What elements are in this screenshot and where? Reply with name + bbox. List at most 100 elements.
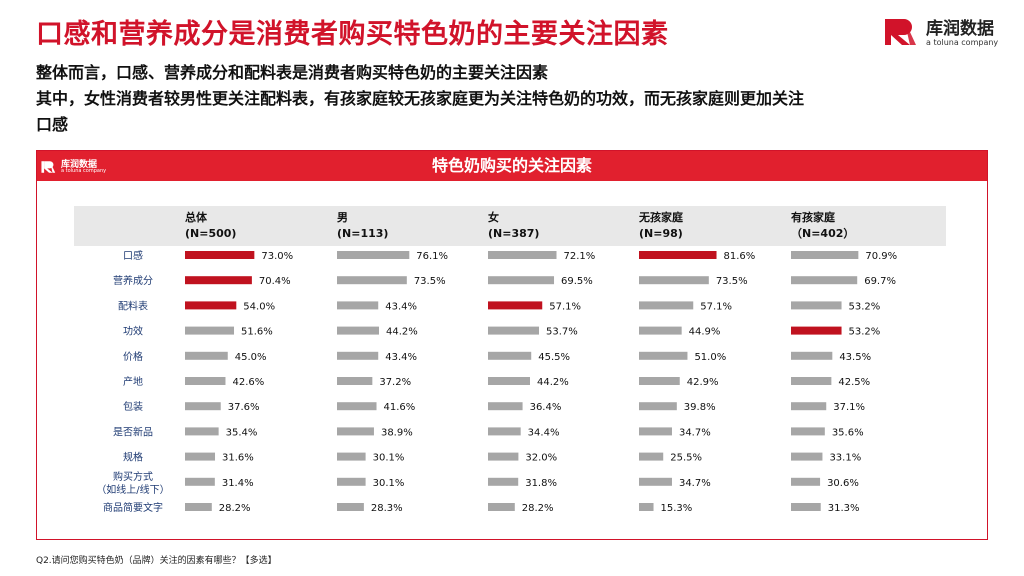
category-label-5: 产地 — [123, 375, 143, 388]
data-label-s4-c1: 69.7% — [864, 276, 896, 287]
panel-logo-tagline: a toluna company — [61, 168, 107, 174]
data-label-s4-c8: 33.1% — [829, 453, 861, 464]
bar-s2-c9 — [488, 477, 519, 486]
data-label-s0-c0: 73.0% — [261, 251, 293, 262]
data-label-s2-c7: 34.4% — [528, 427, 560, 438]
bar-s3-c0 — [639, 251, 717, 259]
data-label-s4-c6: 37.1% — [833, 402, 865, 413]
bar-s4-c10 — [791, 503, 821, 511]
data-label-s3-c10: 15.3% — [661, 503, 693, 514]
bar-s3-c1 — [639, 276, 709, 285]
bar-s0-c6 — [185, 402, 221, 411]
panel-logo-icon — [41, 161, 56, 173]
data-label-s1-c8: 30.1% — [373, 453, 405, 464]
footnote: Q2.请问您购买特色奶（品牌）关注的因素有哪些？【多选】 — [36, 556, 277, 566]
series-n-label-1: (N=113) — [337, 227, 388, 240]
data-label-s1-c9: 30.1% — [373, 478, 405, 489]
bar-s0-c8 — [185, 452, 216, 461]
bar-s1-c3 — [337, 326, 379, 335]
bar-s4-c1 — [791, 276, 858, 285]
series-n-label-4: （N=402） — [791, 227, 854, 240]
summary-text: 整体而言，口感、营养成分和配料表是消费者购买特色奶的主要关注因素 其中，女性消费… — [36, 60, 996, 138]
data-label-s0-c4: 45.0% — [235, 352, 267, 363]
series-n-label-0: (N=500) — [185, 227, 236, 240]
bar-s2-c7 — [488, 427, 521, 436]
data-label-s2-c2: 57.1% — [549, 301, 581, 312]
bar-s1-c7 — [337, 427, 374, 436]
bar-s2-c6 — [488, 402, 523, 411]
summary-line-2: 其中，女性消费者较男性更关注配料表，有孩家庭较无孩家庭更为关注特色奶的功效，而无… — [36, 89, 805, 108]
bar-s4-c2 — [791, 301, 842, 310]
bar-s0-c3 — [185, 326, 235, 335]
data-label-s1-c0: 76.1% — [416, 251, 448, 262]
data-label-s2-c10: 28.2% — [522, 503, 554, 514]
data-label-s4-c3: 53.2% — [849, 327, 881, 338]
data-label-s2-c6: 36.4% — [530, 402, 562, 413]
category-label-8: 规格 — [123, 451, 143, 464]
summary-line-3: 口感 — [36, 115, 69, 134]
data-label-s2-c8: 32.0% — [525, 453, 557, 464]
bar-s3-c5 — [639, 377, 680, 385]
bar-s0-c5 — [185, 377, 226, 385]
summary-line-1: 整体而言，口感、营养成分和配料表是消费者购买特色奶的主要关注因素 — [36, 63, 549, 82]
bar-s3-c3 — [639, 326, 682, 335]
series-name-1: 男 — [337, 211, 348, 224]
category-label-0: 口感 — [123, 249, 143, 262]
category-label-1: 营养成分 — [113, 274, 153, 287]
data-label-s3-c2: 57.1% — [700, 301, 732, 312]
category-label-7: 是否新品 — [113, 425, 153, 438]
data-label-s4-c2: 53.2% — [849, 301, 881, 312]
data-label-s3-c3: 44.9% — [689, 327, 721, 338]
data-label-s3-c6: 39.8% — [684, 402, 716, 413]
bar-s4-c0 — [791, 251, 859, 259]
bar-s2-c4 — [488, 351, 532, 360]
bar-s2-c10 — [488, 503, 515, 511]
data-label-s1-c4: 43.4% — [385, 352, 417, 363]
page-title: 口感和营养成分是消费者购买特色奶的主要关注因素 — [36, 19, 669, 50]
data-label-s3-c7: 34.7% — [679, 427, 711, 438]
data-label-s3-c0: 81.6% — [724, 251, 756, 262]
category-label-4: 价格 — [123, 350, 143, 363]
data-label-s2-c5: 44.2% — [537, 377, 569, 388]
data-label-s0-c2: 54.0% — [243, 301, 275, 312]
bar-s0-c0 — [185, 251, 255, 259]
bar-s3-c7 — [639, 427, 672, 436]
panel-header: 库润数据 a toluna company 特色奶购买的关注因素 — [37, 151, 987, 181]
bar-s4-c3 — [791, 326, 842, 335]
bar-s3-c9 — [639, 477, 672, 486]
bar-s0-c9 — [185, 477, 215, 486]
bar-s0-c4 — [185, 351, 228, 360]
chart-title: 特色奶购买的关注因素 — [431, 156, 592, 175]
bar-s1-c8 — [337, 452, 366, 461]
panel-logo: 库润数据 a toluna company — [41, 157, 121, 179]
data-label-s4-c7: 35.6% — [832, 427, 864, 438]
data-label-s2-c0: 72.1% — [563, 251, 595, 262]
series-name-0: 总体 — [185, 210, 208, 224]
bar-s3-c2 — [639, 301, 694, 310]
data-label-s1-c5: 37.2% — [379, 377, 411, 388]
data-label-s0-c8: 31.6% — [222, 453, 254, 464]
data-label-s4-c0: 70.9% — [865, 251, 897, 262]
data-label-s0-c1: 70.4% — [259, 276, 291, 287]
bar-s3-c6 — [639, 402, 677, 411]
bar-s1-c6 — [337, 402, 377, 411]
series-name-4: 有孩家庭 — [791, 210, 835, 224]
panel-logo-name: 库润数据 — [61, 160, 98, 170]
data-label-s4-c4: 43.5% — [839, 352, 871, 363]
bar-s3-c8 — [639, 452, 664, 461]
bar-s2-c2 — [488, 301, 543, 310]
bar-s2-c8 — [488, 452, 519, 461]
bar-s2-c1 — [488, 276, 555, 285]
category-label-3: 功效 — [123, 325, 143, 338]
bar-s4-c9 — [791, 477, 821, 486]
brand-tagline: a toluna company — [926, 38, 999, 47]
bar-s0-c10 — [185, 503, 212, 511]
data-label-s0-c5: 42.6% — [232, 377, 264, 388]
bar-s4-c5 — [791, 377, 832, 385]
category-label-9-line-0: 购买方式 — [113, 470, 153, 483]
bar-s3-c4 — [639, 351, 688, 360]
column-header-band — [74, 206, 946, 246]
data-label-s3-c5: 42.9% — [687, 377, 719, 388]
bar-s4-c6 — [791, 402, 827, 411]
